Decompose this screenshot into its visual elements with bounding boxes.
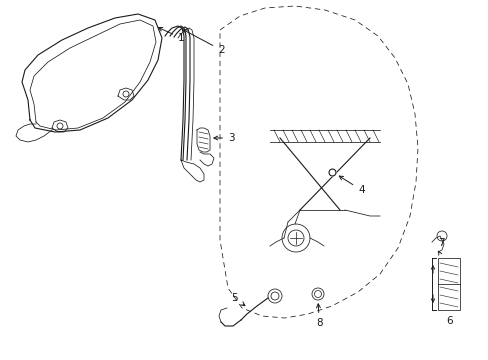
Text: 4: 4 <box>339 176 364 195</box>
Bar <box>437 258 459 310</box>
Text: 6: 6 <box>445 316 452 326</box>
Text: 1: 1 <box>158 27 184 43</box>
Text: 2: 2 <box>183 30 224 55</box>
Text: 3: 3 <box>213 133 234 143</box>
Text: 7: 7 <box>437 238 444 248</box>
Text: 5: 5 <box>231 293 244 306</box>
Text: 8: 8 <box>315 304 322 328</box>
